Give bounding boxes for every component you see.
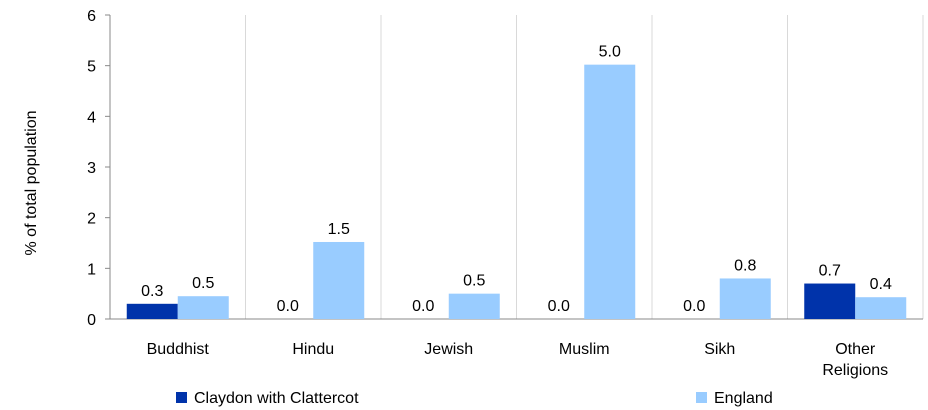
gridlines bbox=[245, 15, 924, 319]
data-label: 0.5 bbox=[463, 273, 485, 290]
y-tick-label: 4 bbox=[87, 109, 96, 126]
legend-label: Claydon with Clattercot bbox=[194, 390, 359, 407]
bar-england bbox=[719, 278, 771, 319]
legend: Claydon with Clattercot England bbox=[176, 390, 773, 407]
data-label: 0.0 bbox=[683, 298, 705, 315]
y-tick-label: 5 bbox=[87, 59, 96, 76]
x-tick-label: Other Religions bbox=[822, 341, 888, 379]
data-label: 0.5 bbox=[192, 275, 214, 292]
bar-claydon bbox=[804, 283, 856, 319]
data-label: 0.0 bbox=[548, 298, 570, 315]
data-label: 1.5 bbox=[328, 221, 350, 238]
y-tick-label: 2 bbox=[87, 211, 96, 228]
y-tick-labels: 0 1 2 3 4 5 6 bbox=[87, 8, 96, 329]
data-labels: 0.3 0.0 0.0 0.0 0.0 0.7 0.5 1.5 0.5 5.0 0.8 0.4 bbox=[141, 44, 892, 315]
data-label: 0.0 bbox=[412, 298, 434, 315]
x-tick-label: Jewish bbox=[424, 341, 473, 358]
bars bbox=[126, 64, 907, 319]
legend-swatch bbox=[176, 392, 187, 403]
bar-england bbox=[448, 293, 500, 319]
bar-england bbox=[313, 241, 365, 319]
data-label: 0.4 bbox=[870, 276, 892, 293]
data-label: 0.3 bbox=[141, 283, 163, 300]
x-tick-label: Muslim bbox=[559, 341, 610, 358]
data-label: 0.0 bbox=[277, 298, 299, 315]
x-tick-label: Hindu bbox=[292, 341, 334, 358]
data-label: 5.0 bbox=[599, 44, 621, 61]
bar-england bbox=[177, 296, 229, 319]
y-tick-label: 0 bbox=[87, 312, 96, 329]
axes bbox=[105, 14, 923, 320]
bar-claydon bbox=[126, 303, 178, 319]
y-tick-label: 6 bbox=[87, 8, 96, 25]
legend-swatch bbox=[696, 392, 707, 403]
data-label: 0.8 bbox=[734, 257, 756, 274]
x-tick-label: Sikh bbox=[704, 341, 735, 358]
y-axis-label: % of total population bbox=[23, 111, 40, 256]
data-label: 0.7 bbox=[819, 263, 841, 280]
bar-england bbox=[855, 297, 907, 319]
x-tick-labels: Buddhist Hindu Jewish Muslim Sikh Other Religi… bbox=[147, 341, 889, 379]
legend-label: England bbox=[714, 390, 773, 407]
y-tick-label: 3 bbox=[87, 160, 96, 177]
bar-england bbox=[584, 64, 636, 319]
y-tick-label: 1 bbox=[87, 261, 96, 278]
x-tick-label: Buddhist bbox=[147, 341, 210, 358]
